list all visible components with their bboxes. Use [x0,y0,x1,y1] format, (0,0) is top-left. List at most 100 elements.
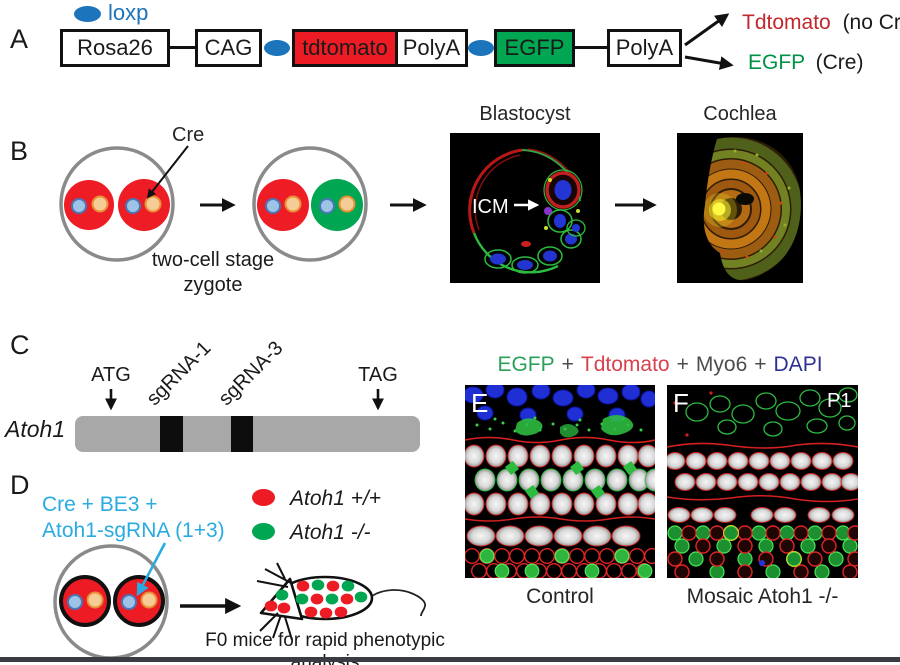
sgrna1-target-site [160,416,183,452]
construct-box-tdtomato: tdtomato [292,29,398,67]
bright-focus-spot [712,202,726,216]
dapi-dot [759,560,765,566]
panel-c-label: C [10,330,30,360]
zygote-cell-red [113,575,165,627]
outcome-egfp-label: EGFP [748,51,805,74]
loxp-site-icon [74,6,101,22]
nucleus-dot-blue [265,198,281,214]
plus-sign: + [754,353,767,376]
dark-notch [736,193,754,205]
nucleus-dot-blue [319,198,335,214]
mosaic-cells-dots [264,579,368,619]
injection-line1: Cre + BE3 + [42,493,158,516]
stain-tdtomato-label: Tdtomato [580,353,670,376]
apical-green-mesh [685,387,858,437]
nucleus-dot-blue [121,594,137,610]
injection-mix-label: Cre + BE3 + Atoh1-sgRNA (1+3) [42,492,225,544]
nucleus-dot-tan [140,591,158,609]
trophectoderm-cells [484,229,582,274]
panel-f-micrograph [667,385,858,578]
honeycomb-mesh [465,547,655,578]
legend-red-dot-icon [252,489,275,506]
cre-label: Cre [172,124,205,146]
atg-arrow [105,389,117,411]
construct-box-polya2: PolyA [607,29,682,67]
outcome-no-cre-note: (no Cre) [842,11,900,34]
loxp-site-icon [264,40,290,56]
legend-knockout-label: Atoh1 -/- [290,521,371,544]
cochlea-title: Cochlea [703,103,777,125]
stage-caption: two-cell stage zygote [138,248,288,298]
construct-connector [575,46,607,49]
sgrna3-target-site [231,416,253,452]
zona-pellucida-circle [252,146,368,262]
mouse-whiskers-icon [256,562,293,641]
zygote-cell-red [118,179,170,231]
mouse-tail [371,589,426,617]
nucleus-dot-tan [284,195,302,213]
sgrna1-label: sgRNA-1 [142,337,216,410]
stop-codon-label: TAG [358,364,398,386]
panel-a-label: A [10,24,29,54]
construct-box-cag: CAG [195,29,262,67]
tag-arrow [372,389,384,411]
outcome-fork-arrows [684,13,734,70]
dapi-nuclei [465,385,655,423]
icm-label: ICM [472,196,509,218]
stain-dapi-label: DAPI [773,353,823,376]
nucleus-dot-tan [91,195,109,213]
panel-f-label: F [673,388,689,418]
supporting-cell-wedges [505,461,637,499]
nucleus-dot-tan [338,195,356,213]
egfp-cells [479,548,653,578]
arrow-to-egfp-icon [684,55,734,70]
mosaic-caption: Mosaic Atoh1 -/- [686,585,839,608]
plus-sign: + [676,353,689,376]
age-label: P1 [827,390,852,412]
panel-b-label: B [10,136,29,166]
panel-d-label: D [10,470,30,500]
stage-caption-line2: zygote [183,274,243,296]
nucleus-dot-blue [125,198,141,214]
blastocyst-micrograph: ICM [450,133,600,283]
stain-egfp-label: EGFP [497,353,555,376]
panel-e-label: E [471,388,489,418]
start-codon-label: ATG [91,364,131,386]
mosaic-mouse [256,562,426,641]
stain-header: EGFP + Tdtomato + Myo6 + DAPI [455,353,865,377]
inner-hair-cells [466,525,641,547]
panel-e-micrograph [465,385,655,578]
stain-myo6-label: Myo6 [695,353,748,376]
zygote-cell-green [311,179,363,231]
control-caption: Control [526,585,594,608]
gene-name-label: Atoh1 [5,416,66,442]
injection-arrow-icon [136,542,167,597]
sparse-hair-cell-row [667,507,855,523]
construct-connector [170,46,195,49]
zona-pellucida-circle [59,146,175,262]
plus-sign: + [561,353,574,376]
step-arrow [615,198,657,212]
loxp-label: loxp [108,0,149,25]
stage-caption-line1: two-cell stage [151,249,275,271]
injection-to-mouse-diagram [53,542,426,660]
nucleus-dot-tan [86,591,104,609]
sgrna3-label: sgRNA-3 [214,337,288,410]
outcome-tdtomato-label: Tdtomato [742,11,831,34]
mosaic-honeycomb [667,525,858,578]
blastocyst-title: Blastocyst [479,103,571,125]
legend-green-dot-icon [252,523,275,540]
cre-injection-arrow-icon [146,145,189,199]
injection-line2: Atoh1-sgRNA (1+3) [42,519,225,542]
nucleus-dot-blue [71,198,87,214]
zygote-cell-red [59,575,111,627]
construct-box-polya1: PolyA [395,29,468,67]
icm-cell-cluster [543,169,586,237]
outer-hair-cells [465,444,655,516]
arrow-to-tdtomato-icon [684,13,730,47]
zygote-cell-red [257,179,309,231]
cochlea-micrograph [677,133,803,283]
red-speck [521,241,531,247]
outcome-cre-note: (Cre) [815,51,864,74]
